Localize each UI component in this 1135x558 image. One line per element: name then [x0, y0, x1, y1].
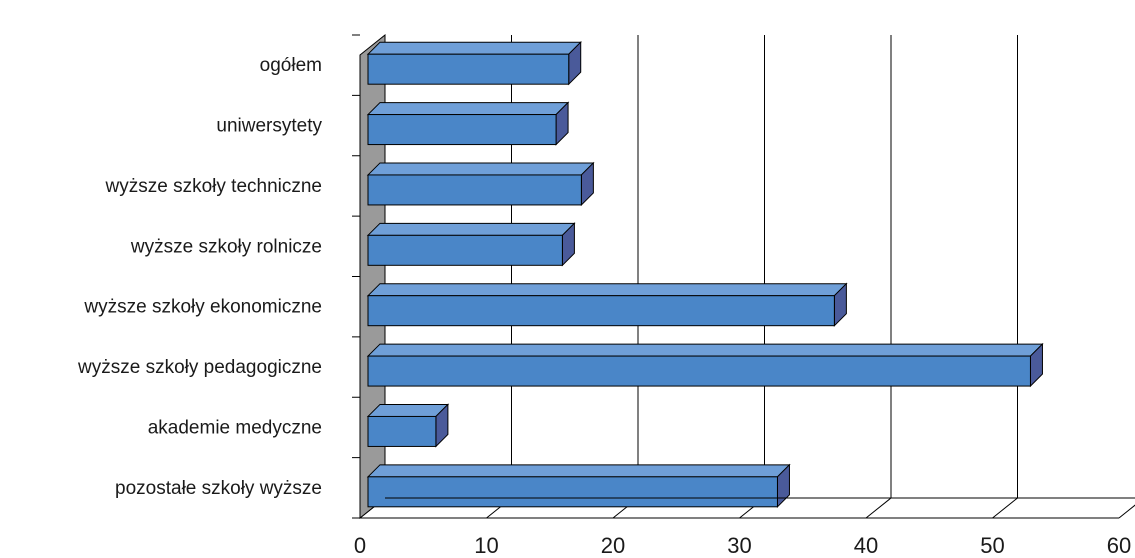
x-tick-label: 50: [980, 533, 1004, 558]
category-label: akademie medyczne: [148, 417, 322, 438]
bar-top-face: [366, 102, 570, 116]
bar: [366, 161, 595, 207]
bar: [366, 40, 582, 86]
bar-top-face: [366, 41, 582, 55]
bar: [366, 101, 570, 146]
bar-front-face: [367, 476, 778, 508]
bar-front-face: [367, 415, 437, 447]
category-label: ogółem: [260, 55, 322, 76]
floor-tick-line: [865, 497, 892, 519]
category-label: wyższe szkoły techniczne: [105, 176, 322, 197]
x-tick-label: 30: [727, 533, 751, 558]
bar: [366, 282, 848, 327]
x-tick-label: 10: [474, 533, 498, 558]
bar: [366, 463, 791, 509]
category-label: wyższe szkoły pedagogiczne: [77, 357, 322, 378]
category-label: uniwersytety: [216, 116, 322, 137]
bar-front-face: [367, 174, 582, 206]
x-tick-label: 20: [601, 533, 625, 558]
bar: [366, 403, 450, 448]
floor-tick-line: [992, 497, 1018, 519]
bar-front-face: [367, 295, 835, 327]
bar-top-face: [366, 464, 791, 478]
bar: [366, 342, 1044, 388]
bar-top-face: [366, 222, 576, 236]
bar-front-face: [367, 53, 570, 85]
bar: [366, 222, 576, 267]
bar-top-face: [366, 403, 450, 417]
bar-top-face: [366, 343, 1044, 357]
bar-front-face: [367, 355, 1031, 387]
tick-labels: 0 10 20 30 40 50 60: [354, 533, 1131, 558]
bars: [366, 40, 1044, 509]
category-labels: ogółem uniwersytety wyższe szkoły technicz…: [77, 55, 322, 499]
bar-top-face: [366, 162, 595, 176]
bar-front-face: [367, 234, 563, 266]
x-tick-label: 60: [1107, 533, 1131, 558]
category-label: wyższe szkoły ekonomiczne: [83, 297, 322, 318]
category-label: wyższe szkoły rolnicze: [130, 236, 322, 257]
bar-top-face: [366, 283, 848, 297]
x-tick-label: 40: [854, 533, 878, 558]
axes: [352, 34, 1135, 519]
x-tick-label: 0: [354, 533, 366, 558]
bar-front-face: [367, 114, 557, 146]
floor-tick-line: [1118, 504, 1135, 519]
category-label: pozostałe szkoły wyższe: [115, 478, 322, 499]
